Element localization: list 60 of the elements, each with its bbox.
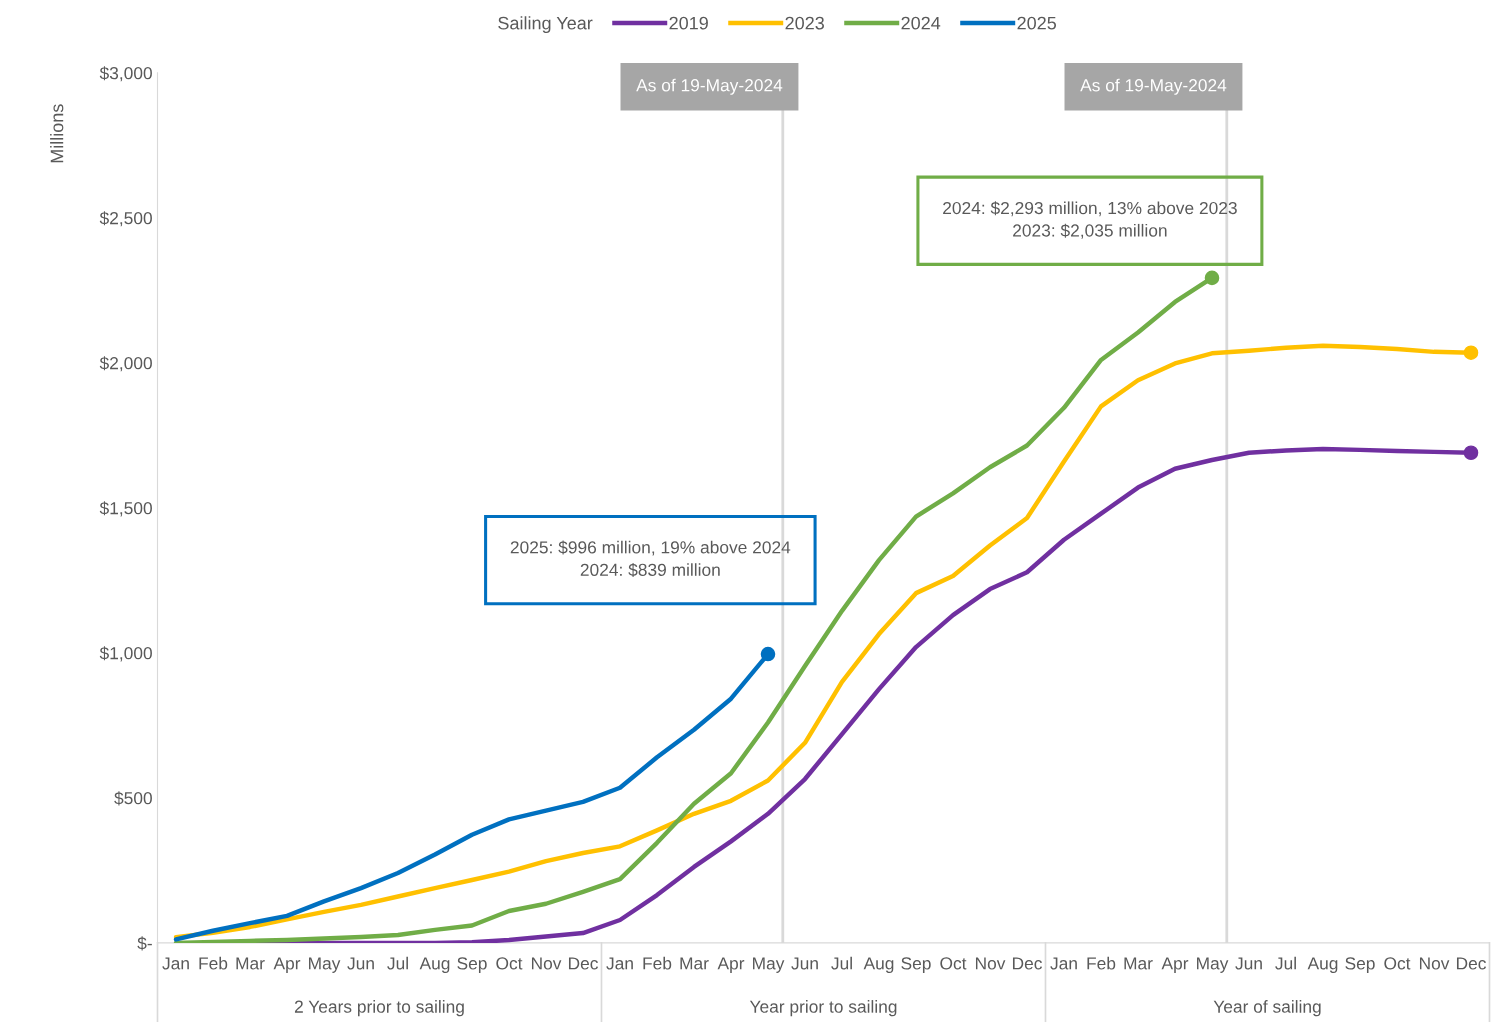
x-tick-label: Nov [531, 957, 562, 970]
x-tick-label: Nov [1419, 957, 1450, 970]
x-tick-label: May [309, 957, 341, 973]
x-tick-label: Aug [1307, 957, 1338, 973]
x-tick-label: Jan [1050, 957, 1077, 970]
x-tick-label: May [1197, 957, 1229, 973]
text: 2 Years prior to sailing [294, 1000, 464, 1017]
x-tick-label: Jan [606, 957, 633, 970]
x-tick-label: Feb [1087, 956, 1116, 970]
point [1463, 345, 1479, 360]
x-tick-label: Aug [419, 957, 450, 973]
x-tick-label: Jun [791, 957, 818, 970]
x-tick-label: Oct [496, 957, 523, 970]
x-tick-label: Nov [975, 957, 1006, 970]
x-tick-label: Jul [387, 956, 408, 970]
x-tick-label: Mar [236, 957, 265, 970]
y-tick-label: $3,000 [99, 66, 152, 82]
y-tick-label: $1,000 [99, 646, 152, 662]
annotation: As of 19-May-2024 [1080, 78, 1227, 95]
legend-label: 2025 [1017, 16, 1057, 30]
x-tick-label: Jun [347, 957, 374, 970]
x-tick-label: Apr [273, 957, 301, 973]
y-tick-label: $2,000 [99, 356, 152, 372]
annotation: 2025: $996 million, 19% above 2024 2024: $839 million [510, 540, 791, 577]
x-tick-label: Jan [162, 957, 189, 970]
x-tick-label: Sep [457, 957, 487, 973]
x-tick-label: Sep [901, 957, 931, 973]
text: Year of sailing [1213, 1000, 1321, 1017]
x-tick-label: Feb [643, 956, 672, 970]
x-tick-label: Dec [1456, 957, 1486, 970]
legend-title: Sailing Year [498, 16, 593, 34]
x-tick-label: Aug [863, 957, 894, 973]
x-tick-label: Dec [568, 957, 598, 970]
x-tick-label: Oct [940, 957, 967, 970]
y-axis-title: Millions [50, 104, 64, 163]
y-tick-label: $500 [114, 791, 152, 806]
x-tick-label: Apr [717, 957, 745, 973]
x-tick-label: Sep [1345, 957, 1375, 973]
y-tick-label: $- [137, 936, 152, 951]
annotation: As of 19-May-2024 [636, 78, 783, 95]
x-tick-label: Jun [1235, 957, 1262, 970]
x-tick-label: May [753, 957, 785, 973]
x-tick-label: Mar [1124, 957, 1153, 970]
text: Year prior to sailing [749, 1000, 897, 1017]
x-tick-label: Jul [831, 956, 852, 970]
x-tick-label: Apr [1161, 957, 1189, 973]
x-tick-label: Dec [1012, 957, 1042, 970]
legend-label: 2023 [785, 16, 824, 30]
y-tick-label: $1,500 [99, 501, 152, 517]
point [1204, 270, 1220, 286]
legend-label: 2019 [669, 16, 708, 30]
x-tick-label: Oct [1384, 957, 1411, 970]
x-tick-label: Feb [199, 956, 228, 970]
x-tick-label: Jul [1275, 956, 1296, 970]
point [1463, 445, 1479, 461]
point [760, 646, 776, 662]
annotation: 2024: $2,293 million, 13% above 2023 2023: $2,035 million [943, 201, 1237, 239]
x-tick-label: Mar [680, 957, 709, 970]
y-tick-label: $2,500 [99, 211, 152, 227]
legend-label: 2024 [901, 16, 941, 30]
